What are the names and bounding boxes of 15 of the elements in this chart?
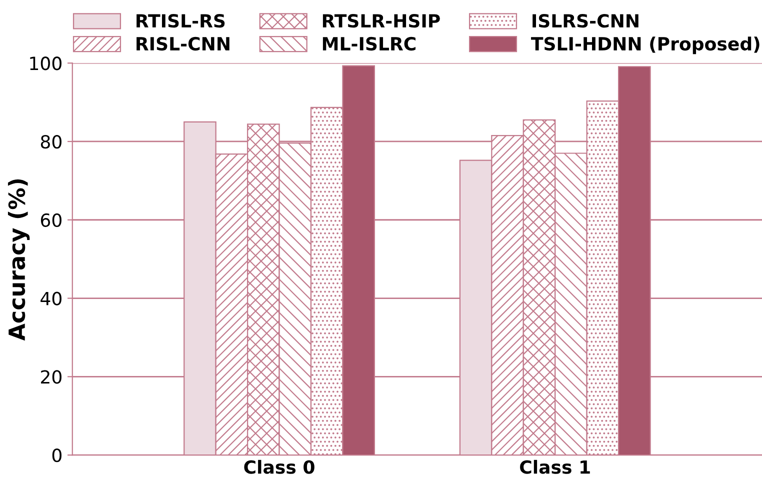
legend-label: RISL-CNN bbox=[136, 36, 230, 51]
y-tick-label: 80 bbox=[40, 134, 62, 149]
y-axis-title: Accuracy (%) bbox=[8, 179, 30, 341]
x-tick-label: Class 0 bbox=[244, 460, 314, 474]
y-tick-label: 0 bbox=[52, 448, 62, 462]
y-tick-label: 100 bbox=[30, 56, 62, 70]
y-tick-label: 40 bbox=[40, 292, 62, 306]
y-tick-label: 60 bbox=[40, 213, 62, 227]
legend-label: RTISL-RS bbox=[136, 14, 225, 28]
x-tick-label: Class 1 bbox=[520, 460, 590, 474]
legend-label: ML-ISLRC bbox=[322, 36, 416, 51]
legend-label: TSLI-HDNN (Proposed) bbox=[531, 36, 760, 54]
y-tick-label: 20 bbox=[41, 370, 62, 384]
legend-label: ISLRS-CNN bbox=[532, 14, 638, 28]
legend-label: RTSLR-HSIP bbox=[322, 14, 440, 28]
